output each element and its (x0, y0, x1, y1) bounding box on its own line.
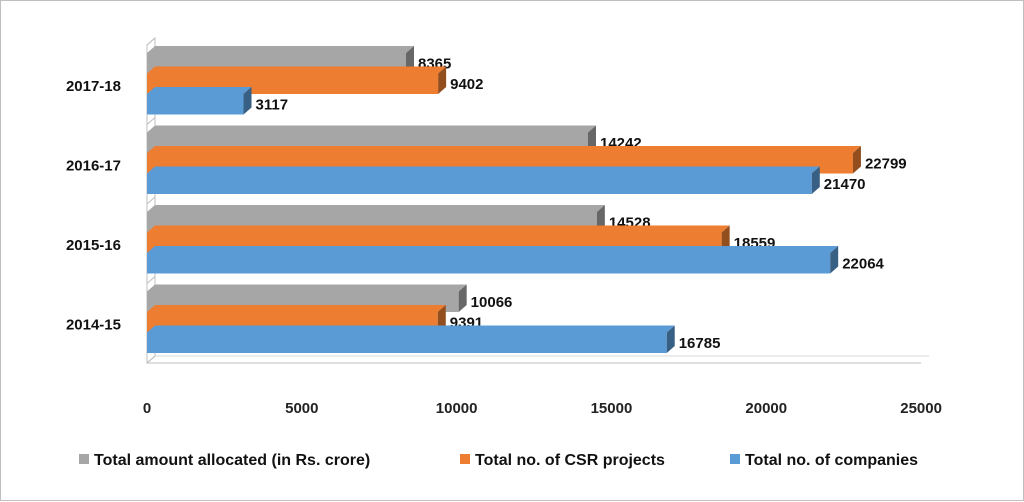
bar-2015-16-total-no-of-csr-projects-top (147, 225, 730, 233)
legend-label-total-no-of-csr-projects: Total no. of CSR projects (475, 452, 665, 469)
x-tick-label: 15000 (591, 400, 633, 417)
wall-separator (146, 196, 156, 205)
legend-swatch-total-no-of-csr-projects (460, 454, 470, 464)
bar-2015-16-total-no-of-companies-top (147, 246, 839, 253)
data-label-2017-18-total-no-of-csr-projects: 9402 (450, 76, 483, 93)
bar-2014-15-total-no-of-companies-end (666, 325, 675, 353)
bar-2014-15-total-amount-allocated-in-rs-crore-end (458, 284, 467, 312)
x-tick-label: 25000 (900, 400, 942, 417)
legend-swatch-total-amount-allocated-in-rs-crore (79, 454, 89, 464)
wall-separator (146, 355, 156, 364)
wall-separator (146, 37, 156, 46)
wall-separator (146, 117, 156, 125)
x-tick-label: 5000 (285, 400, 318, 417)
bar-2017-18-total-no-of-companies (147, 94, 244, 115)
wall-separator (146, 276, 156, 284)
x-tick-label: 10000 (436, 400, 478, 417)
bar-2016-17-total-no-of-companies-end (811, 166, 820, 194)
bar-2014-15-total-no-of-companies (147, 332, 667, 353)
bar-2016-17-total-amount-allocated-in-rs-crore-top (147, 125, 596, 133)
data-label-2014-15-total-no-of-companies: 16785 (679, 335, 721, 352)
category-label-2014-15: 2014-15 (66, 316, 121, 333)
category-label-2015-16: 2015-16 (66, 237, 121, 254)
category-label-2016-17: 2016-17 (66, 157, 121, 174)
bar-2016-17-total-no-of-companies-top (147, 166, 820, 174)
bar-2016-17-total-no-of-csr-projects-end (852, 146, 861, 174)
bar-2017-18-total-no-of-csr-projects-end (438, 66, 447, 94)
bar-2016-17-total-no-of-companies (147, 173, 812, 194)
bar-2015-16-total-no-of-companies (147, 253, 831, 274)
bar-2017-18-total-no-of-companies-end (243, 87, 252, 115)
bar-2014-15-total-no-of-companies-top (147, 325, 675, 333)
data-label-2015-16-total-no-of-companies: 22064 (842, 255, 884, 272)
data-label-2016-17-total-no-of-companies: 21470 (824, 176, 866, 193)
data-label-2017-18-total-no-of-companies: 3117 (256, 96, 289, 113)
data-label-2014-15-total-amount-allocated-in-rs-crore: 10066 (471, 294, 513, 311)
category-label-2017-18: 2017-18 (66, 78, 121, 95)
bar-2017-18-total-no-of-csr-projects-top (147, 66, 447, 74)
bar-2015-16-total-amount-allocated-in-rs-crore-top (147, 205, 605, 212)
x-tick-label: 20000 (745, 400, 787, 417)
data-label-2016-17-total-no-of-csr-projects: 22799 (865, 155, 907, 172)
bar-2015-16-total-no-of-companies-end (830, 246, 839, 274)
bar-2017-18-total-no-of-companies-top (147, 87, 252, 94)
legend-swatch-total-no-of-companies (730, 454, 740, 464)
bar-2014-15-total-amount-allocated-in-rs-crore-top (147, 284, 467, 292)
bar-2014-15-total-no-of-csr-projects-top (147, 305, 446, 312)
x-tick-label: 0 (143, 400, 151, 417)
bar-2016-17-total-no-of-csr-projects-top (147, 146, 861, 153)
legend-label-total-amount-allocated-in-rs-crore: Total amount allocated (in Rs. crore) (94, 452, 370, 469)
bar-2017-18-total-amount-allocated-in-rs-crore-top (147, 46, 415, 53)
legend-label-total-no-of-companies: Total no. of companies (745, 452, 918, 469)
